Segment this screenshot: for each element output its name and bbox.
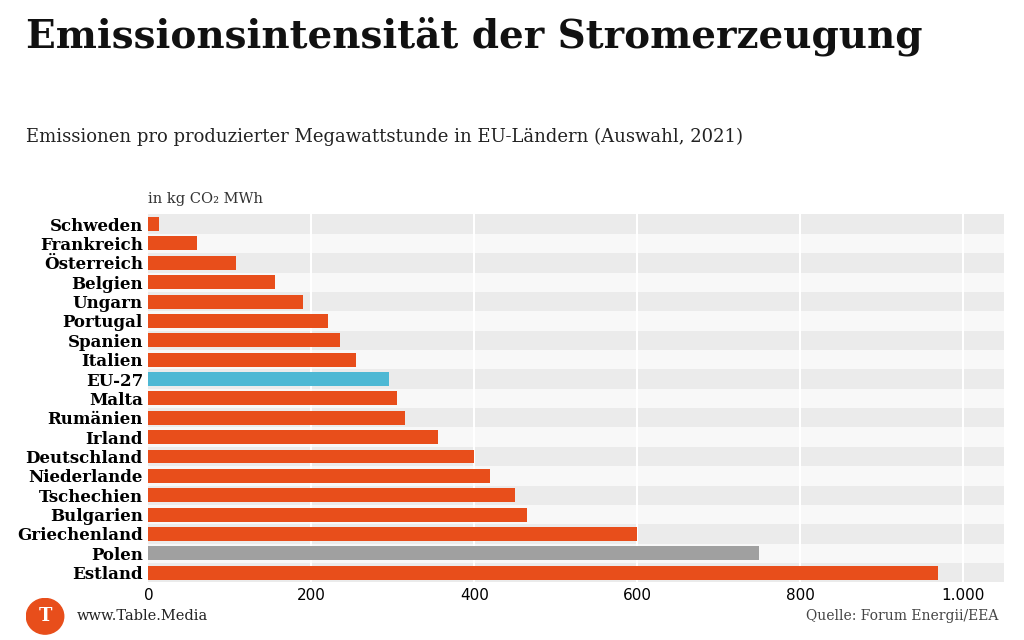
Bar <box>148 469 490 483</box>
Text: Emissionsintensität der Stromerzeugung: Emissionsintensität der Stromerzeugung <box>26 16 922 56</box>
Bar <box>148 369 1004 388</box>
Bar <box>148 466 1004 486</box>
Bar <box>148 331 1004 350</box>
Bar <box>148 217 159 231</box>
Text: in kg CO₂ MWh: in kg CO₂ MWh <box>148 192 263 206</box>
Bar <box>148 350 1004 369</box>
Text: www.Table.Media: www.Table.Media <box>77 609 208 623</box>
Bar <box>148 388 1004 408</box>
Bar <box>148 311 1004 331</box>
Bar <box>148 428 1004 447</box>
Bar <box>148 411 404 425</box>
Bar <box>148 234 1004 253</box>
Circle shape <box>27 598 63 634</box>
Bar <box>148 447 1004 466</box>
Bar <box>148 543 1004 563</box>
Bar <box>148 486 1004 505</box>
Bar <box>148 314 328 328</box>
Bar <box>148 292 1004 311</box>
Bar <box>148 566 938 580</box>
Bar <box>148 524 1004 543</box>
Bar <box>148 527 637 541</box>
Text: Quelle: Forum Energii/EEA: Quelle: Forum Energii/EEA <box>806 609 998 623</box>
Text: T: T <box>38 607 52 625</box>
Bar <box>148 508 527 522</box>
Bar <box>148 294 303 308</box>
Bar <box>148 273 1004 292</box>
Bar <box>148 547 759 561</box>
Bar <box>148 430 437 444</box>
Bar <box>148 449 474 463</box>
Bar <box>148 253 1004 273</box>
Bar <box>148 488 515 502</box>
Bar <box>148 408 1004 428</box>
Text: Emissionen pro produzierter Megawattstunde in EU-Ländern (Auswahl, 2021): Emissionen pro produzierter Megawattstun… <box>26 128 742 147</box>
Bar <box>148 372 389 386</box>
Bar <box>148 256 237 270</box>
Bar <box>148 236 198 250</box>
Bar <box>148 505 1004 524</box>
Bar <box>148 353 356 367</box>
Bar <box>148 563 1004 582</box>
Bar <box>148 392 397 405</box>
Bar <box>148 333 340 348</box>
Bar <box>148 214 1004 234</box>
Bar <box>148 275 274 289</box>
